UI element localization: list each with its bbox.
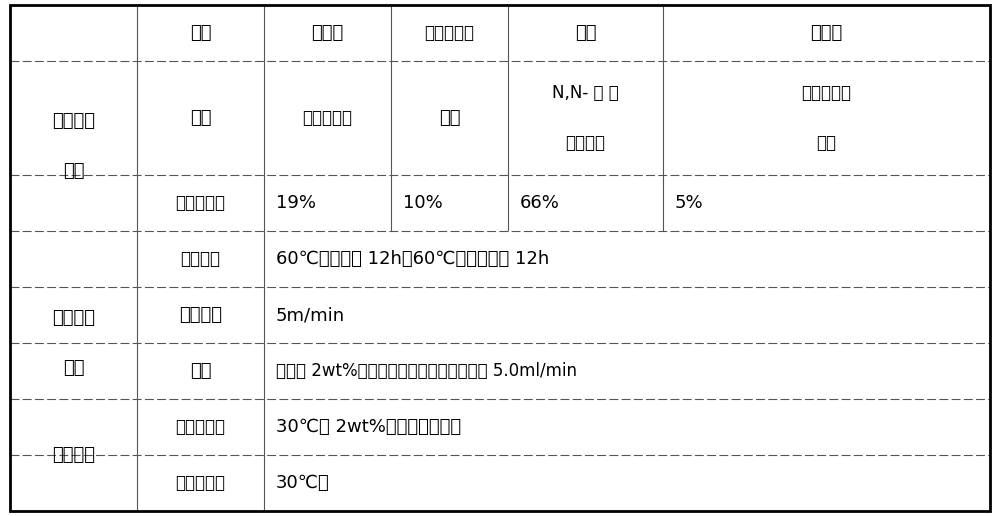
Text: 60℃加热搅拌 12h，60℃下静置脱泡 12h: 60℃加热搅拌 12h，60℃下静置脱泡 12h (276, 250, 549, 268)
Text: 溶剂: 溶剂 (575, 24, 596, 42)
Text: 芯液为 2wt%的碳酸钠水溶液，芯液流量为 5.0ml/min: 芯液为 2wt%的碳酸钠水溶液，芯液流量为 5.0ml/min (276, 362, 577, 380)
Text: 质量百分比: 质量百分比 (176, 194, 226, 212)
Text: 铸膜液的

制备: 铸膜液的 制备 (52, 112, 95, 180)
Text: 中空纤维

纺丝: 中空纤维 纺丝 (52, 309, 95, 377)
Text: 30℃的 2wt%的碳酸钠水溶液: 30℃的 2wt%的碳酸钠水溶液 (276, 418, 461, 436)
Text: 10%: 10% (403, 194, 443, 212)
Text: 芯液: 芯液 (190, 362, 211, 380)
Text: 5%: 5% (675, 194, 704, 212)
Text: 制备条件: 制备条件 (180, 250, 220, 268)
Text: 聚乙烯吡咯

烷酮: 聚乙烯吡咯 烷酮 (802, 84, 852, 152)
Text: 乙酸: 乙酸 (439, 109, 460, 127)
Text: N,N- 二 甲

基甲酰胺: N,N- 二 甲 基甲酰胺 (552, 84, 619, 152)
Text: 醋酸纤维素: 醋酸纤维素 (302, 109, 352, 127)
Text: 5m/min: 5m/min (276, 306, 345, 324)
Text: 聚合物: 聚合物 (311, 24, 344, 42)
Text: 添加剂: 添加剂 (810, 24, 843, 42)
Text: 19%: 19% (276, 194, 316, 212)
Text: 组成: 组成 (190, 109, 211, 127)
Text: 第二凝胶浴: 第二凝胶浴 (176, 474, 226, 492)
Text: 参数: 参数 (190, 24, 211, 42)
Text: 化学致孔剂: 化学致孔剂 (424, 24, 475, 42)
Text: 30℃水: 30℃水 (276, 474, 330, 492)
Text: 分相处理: 分相处理 (52, 446, 95, 464)
Text: 66%: 66% (520, 194, 560, 212)
Text: 纺丝速度: 纺丝速度 (179, 306, 222, 324)
Text: 第一凝胶浴: 第一凝胶浴 (176, 418, 226, 436)
